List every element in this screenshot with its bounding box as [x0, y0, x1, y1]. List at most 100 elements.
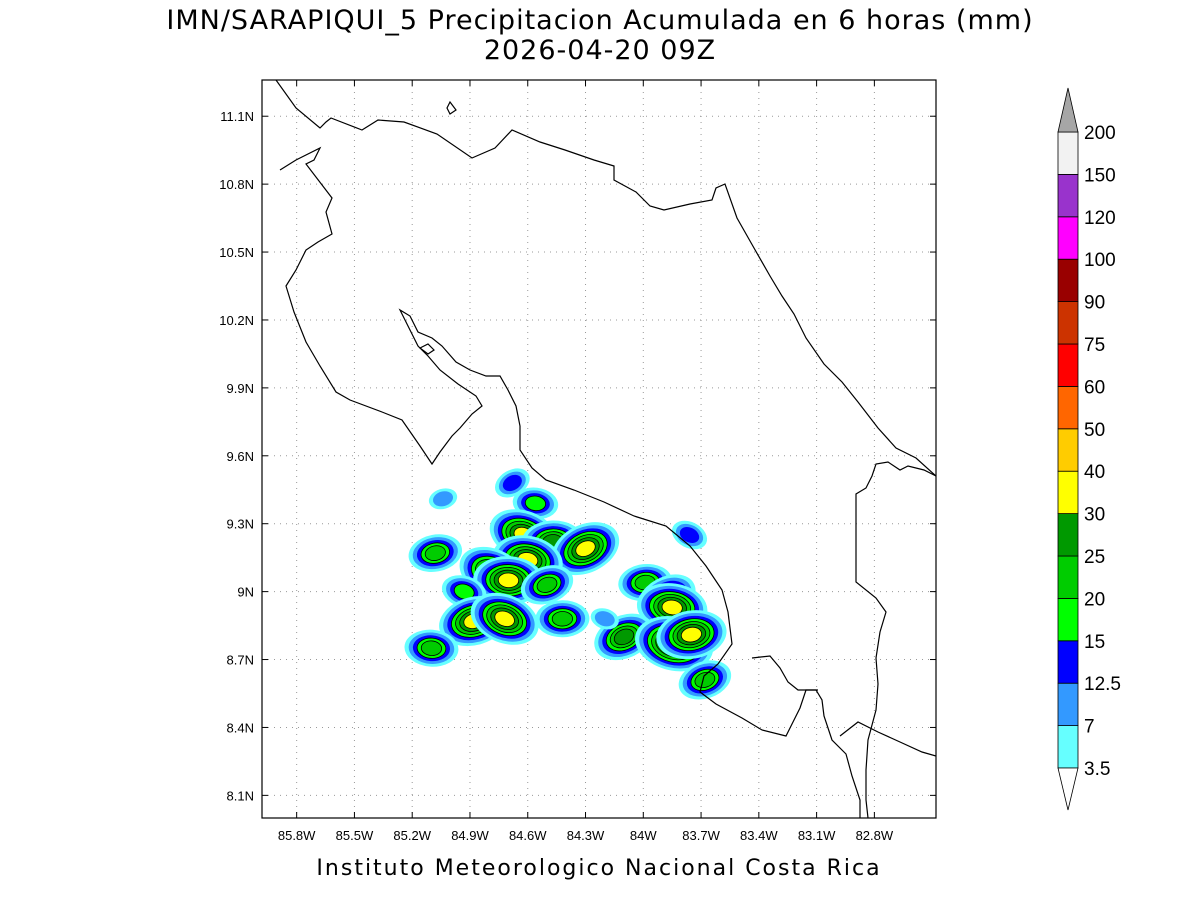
rain-cell: [404, 629, 459, 667]
colorbar-label: 60: [1084, 377, 1105, 398]
colorbar-label: 25: [1084, 547, 1105, 568]
lake-nicaragua-island: [446, 100, 457, 115]
colorbar-label: 20: [1084, 589, 1105, 610]
rain-contour: [613, 628, 635, 646]
lat-tick-label: 8.7N: [227, 653, 254, 668]
lat-tick-label: 10.8N: [219, 177, 254, 192]
lon-tick-label: 84.6W: [509, 828, 547, 843]
rain-cell: [520, 565, 574, 605]
lon-tick-label: 85.8W: [278, 828, 316, 843]
rain-cell: [470, 592, 539, 645]
rain-contour: [679, 527, 700, 544]
colorbar-swatch: [1057, 385, 1079, 430]
rain-cell: [494, 468, 530, 498]
lat-tick-label: 9.9N: [227, 381, 254, 396]
rain-cell: [551, 522, 620, 576]
lat-tick-label: 10.2N: [219, 313, 254, 328]
map-subtitle-date: 2026-04-20 09Z: [483, 35, 717, 66]
longitude-axis: 85.8W 85.5W 85.2W 84.9W 84.6W 84.3W 84W 83.7W 83…: [278, 80, 894, 843]
rain-contour: [424, 545, 446, 561]
rain-contour: [494, 610, 515, 627]
lat-tick-label: 11.1N: [220, 109, 254, 124]
rain-cell: [473, 556, 544, 605]
colorbar-label: 12.5: [1084, 674, 1121, 695]
colorbar-label: 90: [1084, 293, 1105, 314]
rain-cell: [428, 488, 458, 510]
coastline: [275, 80, 936, 818]
rain-cell: [535, 600, 590, 638]
colorbar-label: 120: [1084, 208, 1116, 229]
rain-contour: [524, 495, 547, 512]
lon-tick-label: 84W: [630, 828, 657, 843]
rain-contour: [497, 572, 520, 589]
lon-tick-label: 83.7W: [682, 828, 720, 843]
colorbar-swatch: [1057, 725, 1079, 769]
colorbar-swatch: [1057, 301, 1079, 345]
rain-contour: [694, 671, 716, 688]
lon-tick-label: 83.1W: [798, 828, 836, 843]
colorbar-over-triangle: [1057, 87, 1079, 133]
rain-contour: [420, 640, 443, 656]
colorbar-swatch: [1057, 343, 1079, 387]
rain-cell: [408, 534, 463, 573]
colorbar-label: 100: [1084, 250, 1116, 271]
rain-contour: [680, 626, 702, 643]
lat-tick-label: 9.6N: [227, 449, 254, 464]
colorbar-label: 200: [1084, 123, 1116, 144]
lon-tick-label: 85.2W: [393, 828, 431, 843]
colorbar-legend: 3.5 7 12.5 15 20 25 30 40 50 60 75 90 100 120 150 200: [1057, 87, 1121, 811]
colorbar-swatch: [1057, 598, 1079, 642]
rain-cell: [656, 610, 727, 660]
colorbar-swatch: [1057, 640, 1079, 684]
plot-frame: [261, 79, 937, 819]
colorbar-label: 30: [1084, 505, 1105, 526]
colorbar-label: 3.5: [1084, 759, 1110, 780]
colorbar-swatch: [1057, 470, 1079, 515]
gulf-coastline: [751, 655, 818, 691]
lat-tick-label: 9.3N: [227, 517, 254, 532]
rain-contour: [433, 491, 454, 507]
colorbar-under-triangle: [1057, 767, 1079, 811]
rain-contour: [536, 576, 558, 593]
colorbar-label: 40: [1084, 462, 1105, 483]
colorbar-swatch: [1057, 216, 1079, 260]
rain-cell: [678, 660, 732, 700]
lon-tick-label: 84.3W: [567, 828, 605, 843]
grid-lines: [262, 80, 936, 818]
rain-contour: [502, 474, 522, 492]
institution-footer: Instituto Meteorologico Nacional Costa R…: [316, 856, 882, 881]
colorbar-swatch: [1057, 682, 1079, 727]
colorbar-swatch: [1057, 555, 1079, 599]
colorbar-label: 50: [1084, 420, 1105, 441]
colorbar-label: 7: [1084, 717, 1095, 738]
costa-rica-coastline: [275, 80, 936, 477]
lon-tick-label: 85.5W: [336, 828, 374, 843]
lon-tick-label: 83.4W: [740, 828, 778, 843]
lat-tick-label: 8.1N: [227, 788, 254, 803]
panama-border: [855, 461, 936, 818]
lon-tick-label: 82.8W: [856, 828, 894, 843]
colorbar-swatch: [1057, 131, 1079, 175]
rain-contour: [453, 583, 475, 600]
rain-contour: [551, 611, 574, 627]
colorbar-label: 15: [1084, 632, 1105, 653]
lat-tick-label: 9N: [237, 585, 254, 600]
rain-contour: [594, 611, 615, 627]
latitude-axis: 11.1N 10.8N 10.5N 10.2N 9.9N 9.6N 9.3N 9N 8.7N 8.…: [219, 109, 936, 803]
rain-cell: [590, 608, 619, 630]
chira-island: [418, 343, 435, 355]
lon-tick-label: 84.9W: [451, 828, 489, 843]
colorbar-swatch: [1057, 513, 1079, 557]
map-title: IMN/SARAPIQUI_5 Precipitacion Acumulada …: [166, 5, 1034, 36]
rain-contour: [575, 540, 596, 557]
colorbar-label: 150: [1084, 165, 1116, 186]
colorbar-swatch: [1057, 173, 1079, 218]
colorbar-label: 75: [1084, 335, 1105, 356]
rain-contour: [661, 599, 683, 616]
colorbar-swatch: [1057, 258, 1079, 303]
colorbar-swatch: [1057, 428, 1079, 472]
precipitation-field: [404, 468, 732, 700]
lat-tick-label: 8.4N: [227, 720, 254, 735]
lat-tick-label: 10.5N: [219, 245, 254, 260]
rain-cell: [671, 520, 708, 550]
